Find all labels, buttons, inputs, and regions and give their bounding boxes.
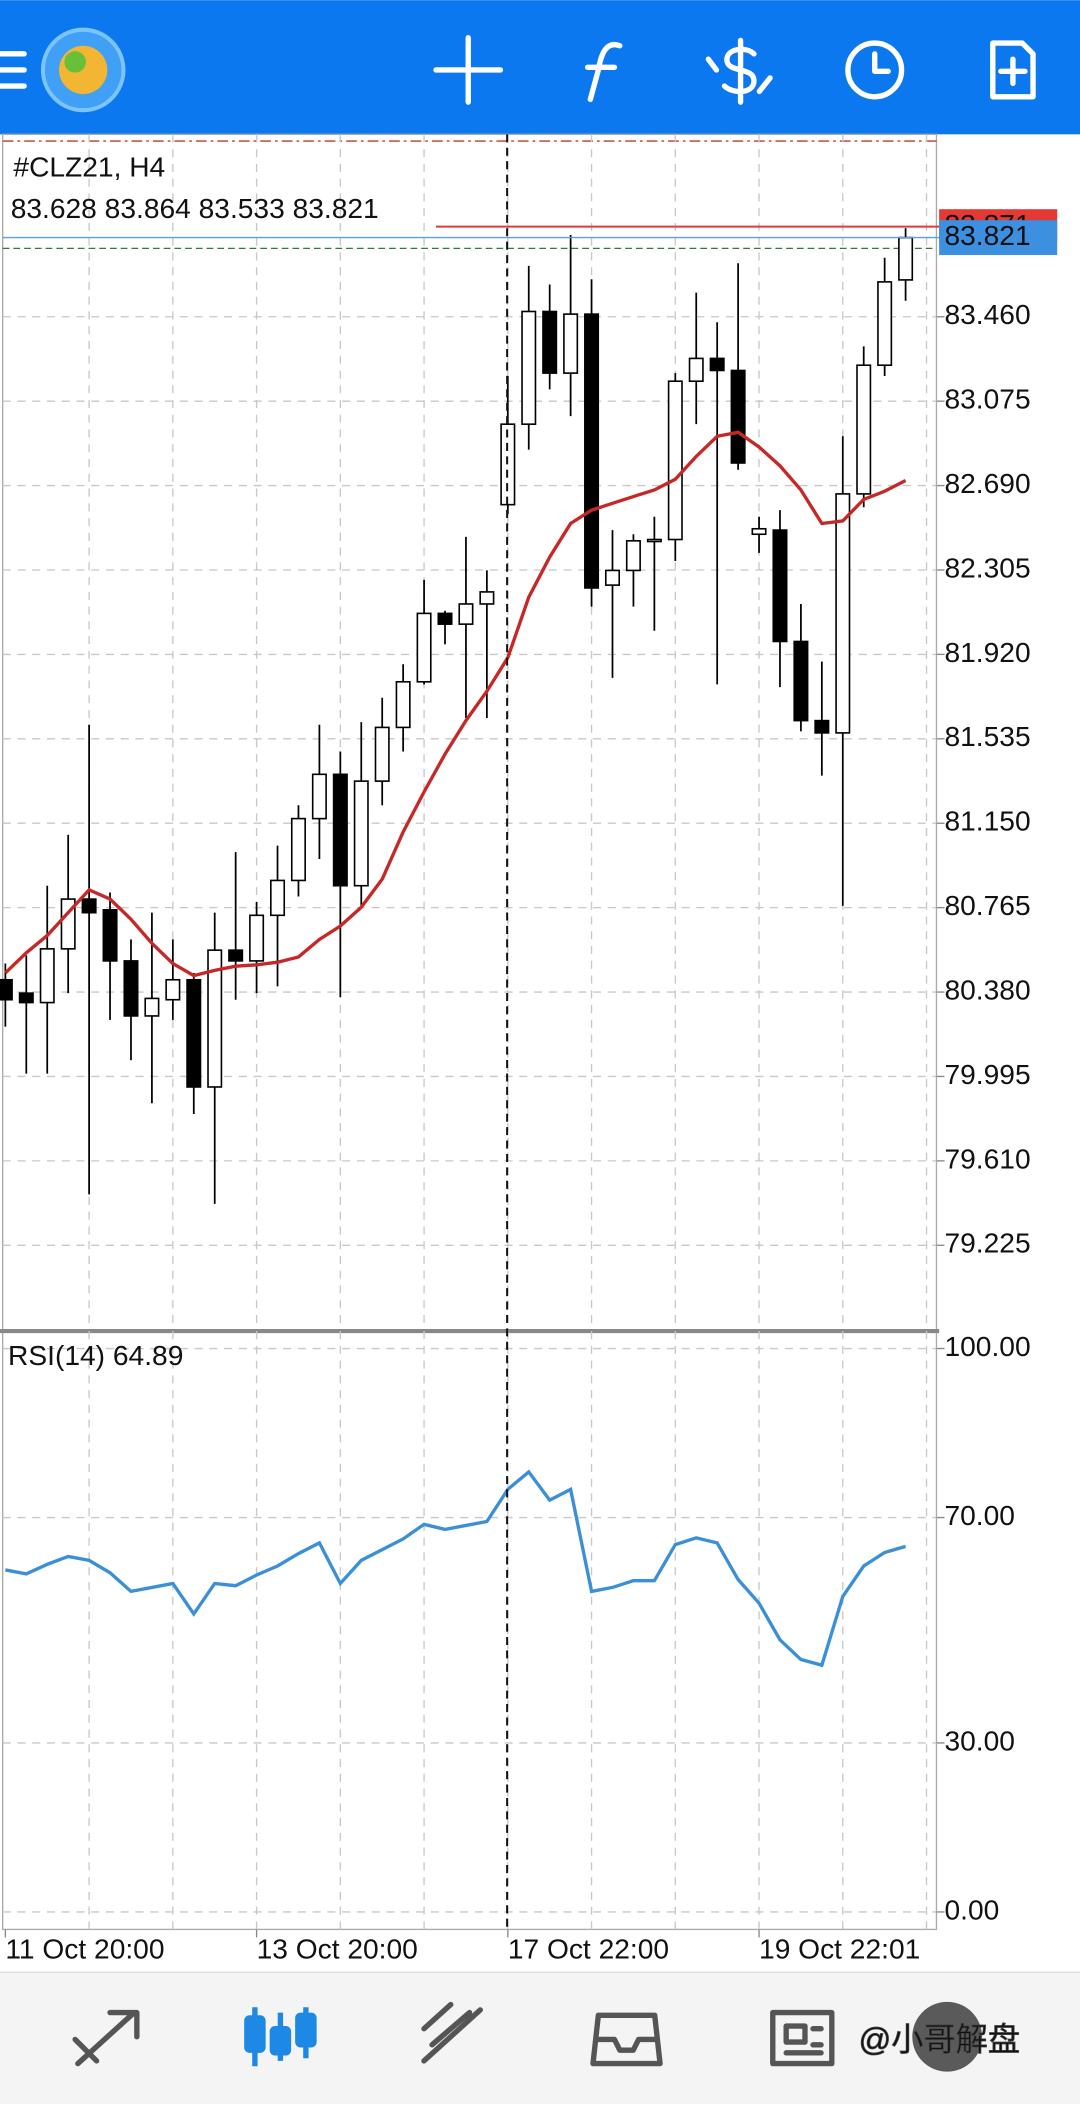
y-tick-label: 79.225	[944, 1227, 1030, 1259]
ohlc-open: 83.628	[11, 192, 97, 224]
candle-body	[102, 909, 118, 962]
bottom-bar	[0, 1972, 1080, 2104]
crosshair-button[interactable]	[433, 35, 504, 105]
candle-body	[353, 780, 369, 887]
new-order-button[interactable]	[990, 40, 1036, 100]
y-tick-label: 80.765	[944, 889, 1030, 921]
menu-button[interactable]	[0, 51, 27, 89]
x-tick-label: 13 Oct 20:00	[257, 1932, 418, 1964]
bid-tag-label: 83.821	[944, 219, 1030, 251]
candle-body	[270, 879, 286, 917]
y-tick-label: 83.460	[944, 298, 1030, 330]
candle-body	[207, 949, 223, 1088]
y-tick-label: 100.00	[944, 1330, 1030, 1362]
candle-body	[835, 493, 851, 734]
y-tick-label: 70.00	[944, 1499, 1014, 1531]
y-tick-label: 0.00	[944, 1893, 999, 1925]
candle-body	[584, 313, 600, 589]
candle-body	[814, 719, 830, 734]
rsi-readout: RSI(14) 64.89	[8, 1339, 183, 1371]
nav-trade[interactable]	[421, 2001, 483, 2064]
plot-frame	[2, 133, 938, 1931]
candle-body	[60, 898, 76, 950]
ohlc-high: 83.864	[105, 192, 191, 224]
candle-body	[646, 538, 662, 543]
candle-body	[395, 680, 411, 729]
candle-body	[751, 527, 767, 536]
period-button[interactable]	[845, 40, 905, 100]
candle-body	[563, 313, 579, 374]
x-tick-label: 11 Oct 20:00	[5, 1932, 164, 1964]
candle-body	[730, 369, 746, 464]
nav-history[interactable]	[590, 2012, 663, 2067]
candle-body	[877, 281, 893, 367]
nav-news[interactable]	[770, 2009, 835, 2067]
candle-body	[290, 817, 306, 882]
y-tick-label: 82.305	[944, 551, 1030, 583]
app-logo[interactable]	[40, 27, 126, 113]
bid-tag	[939, 220, 1058, 256]
ohlc-close: 83.821	[293, 192, 379, 224]
y-tick-label: 83.075	[944, 383, 1030, 415]
y-tick-label: 81.150	[944, 805, 1030, 837]
candle-body	[249, 914, 265, 962]
candle-body	[793, 640, 809, 722]
candle-body	[0, 978, 13, 1001]
y-tick-label: 81.920	[944, 636, 1030, 668]
candle-body	[228, 949, 244, 962]
candle-body	[521, 310, 537, 425]
top-bar	[0, 0, 1080, 135]
y-tick-label: 79.995	[944, 1058, 1030, 1090]
moving-average	[4, 430, 907, 978]
candle-body	[81, 898, 97, 914]
candle-body	[479, 591, 495, 605]
candle-body	[311, 773, 327, 820]
x-tick-label: 19 Oct 22:01	[759, 1932, 920, 1964]
rsi-value: 64.89	[113, 1339, 183, 1371]
ohlc-low: 83.533	[199, 192, 285, 224]
candle-body	[500, 423, 516, 506]
ohlc-readout: 83.628 83.864 83.533 83.821	[11, 192, 379, 224]
candle-body	[542, 310, 558, 374]
candle-body	[688, 357, 704, 383]
candle-body	[625, 540, 641, 572]
candle-body	[416, 612, 432, 683]
rsi-line	[5, 1469, 907, 1668]
y-tick-label: 79.610	[944, 1142, 1030, 1174]
rsi-title: RSI(14)	[8, 1339, 105, 1371]
y-tick-label: 82.690	[944, 467, 1030, 499]
candle-body	[898, 236, 914, 281]
candle-body	[374, 726, 390, 782]
y-tick-label: 30.00	[944, 1724, 1014, 1756]
candle-body	[458, 603, 474, 625]
y-tick-label: 80.380	[944, 973, 1030, 1005]
candle-body	[667, 380, 683, 541]
candle-body	[165, 978, 181, 1001]
candle-body	[186, 978, 202, 1088]
y-tick-label: 81.535	[944, 720, 1030, 752]
candle-body	[856, 364, 872, 495]
candle-body	[123, 960, 139, 1017]
candle-body	[332, 773, 348, 887]
candle-body	[772, 529, 788, 643]
candle-body	[39, 948, 55, 1004]
candle-body	[144, 997, 160, 1017]
trade-button[interactable]	[705, 37, 773, 105]
candle-body	[437, 612, 453, 625]
candle-body	[604, 569, 621, 586]
watermark: @小哥解盘	[859, 2022, 1020, 2058]
symbol-title: #CLZ21, H4	[13, 151, 165, 183]
nav-quotes[interactable]	[72, 2009, 140, 2067]
nav-chart[interactable]	[244, 2007, 317, 2067]
x-tick-label: 17 Oct 22:00	[508, 1932, 669, 1964]
candle-body	[709, 357, 725, 372]
candle-body	[18, 992, 34, 1004]
indicators-button[interactable]	[584, 41, 623, 103]
watermark-badge	[912, 2001, 983, 2072]
